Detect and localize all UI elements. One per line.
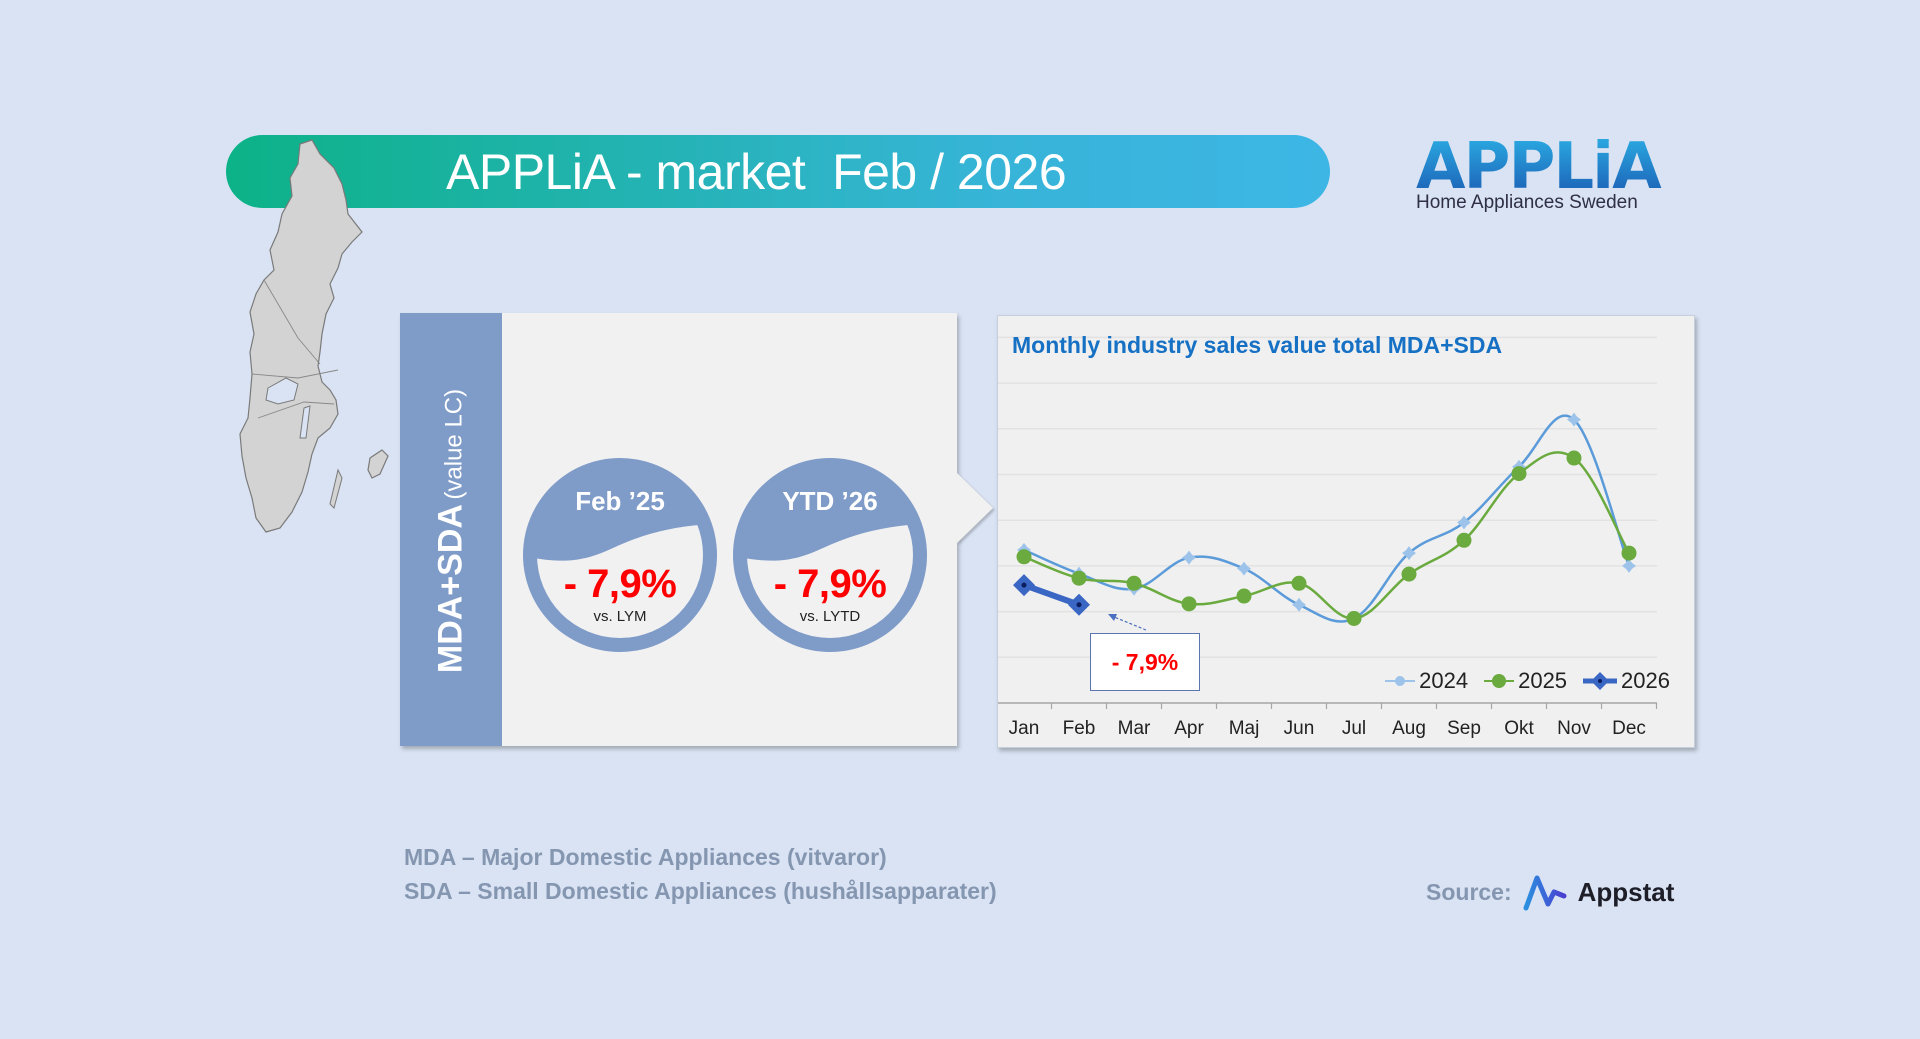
gauge-ytd-value: - 7,9% [773,562,887,606]
sweden-map-icon [239,139,389,533]
data-point-2025-sep [1456,532,1472,548]
data-point-2024-apr [1182,550,1196,565]
gauge-month: Feb ’25 - 7,9% vs. LYM [523,458,717,652]
x-tick-label-nov: Nov [1557,718,1591,739]
source-label: Source: [1426,878,1512,905]
appstat-logo-icon [1523,875,1567,911]
data-point-2024-maj [1237,561,1251,576]
gauge-month-ring-icon [523,458,717,652]
footnote-sda: SDA – Small Domestic Appliances (hushåll… [404,878,997,904]
data-point-2026-feb-center [1076,602,1082,608]
kpi-sidebar: MDA+SDA (value LC) [400,313,502,746]
applia-wordmark-icon: APPLiA [1416,132,1664,194]
legend-label-2026: 2026 [1621,668,1670,693]
page-title: APPLiA - market Feb / 2026 [446,144,1067,200]
chart-title: Monthly industry sales value total MDA+S… [1012,332,1503,358]
legend-label-2024: 2024 [1419,668,1469,693]
data-point-2024-jun [1292,597,1306,612]
data-point-2025-feb [1071,570,1087,586]
county-borders [251,279,339,419]
data-point-2024-dec [1622,558,1636,573]
logo-wordmark-text: APPLiA [1416,132,1662,194]
x-tick-label-sep: Sep [1447,718,1481,739]
x-tick-label-feb: Feb [1063,718,1096,739]
lake-vattern [299,405,311,439]
x-tick-label-jul: Jul [1342,718,1366,739]
data-point-2025-jan [1016,549,1032,565]
data-point-2025-maj [1236,588,1252,604]
x-tick-label-jun: Jun [1284,718,1315,739]
data-point-2025-mar [1126,575,1142,591]
legend-marker-2024-icon [1385,676,1416,686]
gauge-ytd-ring-icon [733,458,927,652]
data-point-2025-jun [1291,575,1307,591]
kpi-sidebar-main: MDA+SDA [431,504,470,674]
chart-panel: Jan Feb Mar Apr Maj Jun Jul Aug Sep Okt Nov Dec Mon… [997,315,1695,748]
data-point-2025-apr [1181,596,1197,612]
x-tick-label-aug: Aug [1392,718,1426,739]
series-line-2026 [1022,582,1081,608]
gotland-island [367,449,389,479]
gauge-ytd-note: vs. LYTD [799,608,861,625]
legend-marker-2025-icon [1484,674,1515,688]
annotation-arrow [1113,616,1147,631]
kpi-sidebar-label: MDA+SDA (value LC) [432,389,471,673]
data-point-2025-jul [1346,610,1362,626]
data-point-2024-sep [1457,515,1471,530]
data-point-2026-jan-center [1021,582,1027,588]
x-tick-label-mar: Mar [1118,718,1151,739]
sweden-mainland [239,139,363,533]
applia-logo: APPLiA Home Appliances Sweden [1410,132,1670,222]
annotation-arrowhead-icon [1108,614,1117,621]
kpi-sidebar-sub: (value LC) [440,388,468,500]
kpi-panel: MDA+SDA (value LC) Feb ’25 - 7,9% vs. LY… [400,313,993,746]
gauge-ytd: YTD ’26 - 7,9% vs. LYTD [733,458,927,652]
panel-pointer-arrow [957,473,993,543]
oland-island [329,468,343,509]
legend-label-2025: 2025 [1518,668,1568,693]
series-line-2024 [1023,414,1631,623]
data-point-2024-aug [1402,546,1416,561]
legend-item-2024: 2024 [1383,668,1468,694]
logo-subtitle: Home Appliances Sweden [1416,192,1638,213]
chart-legend: 2024 2025 2026 [1383,668,1670,694]
legend-item-2026: 2026 [1581,668,1670,694]
legend-item-2025: 2025 [1482,668,1567,694]
x-tick-label-jan: Jan [1009,718,1040,739]
data-point-2024-nov [1567,412,1581,427]
data-point-2025-okt [1511,466,1527,482]
legend-marker-2026-icon [1583,672,1618,690]
gauge-month-note: vs. LYM [593,608,647,625]
series-line-2025 [1023,451,1631,620]
data-point-2025-aug [1401,566,1417,582]
source-credit: Source: Appstat [1426,872,1674,912]
footnote-mda: MDA – Major Domestic Appliances (vitvaro… [404,844,887,870]
source-brand: Appstat [1577,876,1675,907]
line-chart: Jan Feb Mar Apr Maj Jun Jul Aug Sep Okt Nov Dec [998,336,1658,739]
title-banner [226,135,1330,208]
gauge-month-title: Feb ’25 [575,486,665,516]
x-tick-label-maj: Maj [1229,718,1260,739]
x-tick-label-apr: Apr [1174,718,1204,739]
gauge-month-value: - 7,9% [563,562,677,606]
annotation-callout: - 7,9% [1090,633,1200,691]
gauge-ytd-title: YTD ’26 [782,486,878,516]
data-point-2025-dec [1621,545,1637,561]
lake-vanern [265,377,299,405]
x-tick-label-dec: Dec [1612,718,1646,739]
data-point-2025-nov [1566,450,1582,466]
x-tick-label-okt: Okt [1504,718,1534,739]
